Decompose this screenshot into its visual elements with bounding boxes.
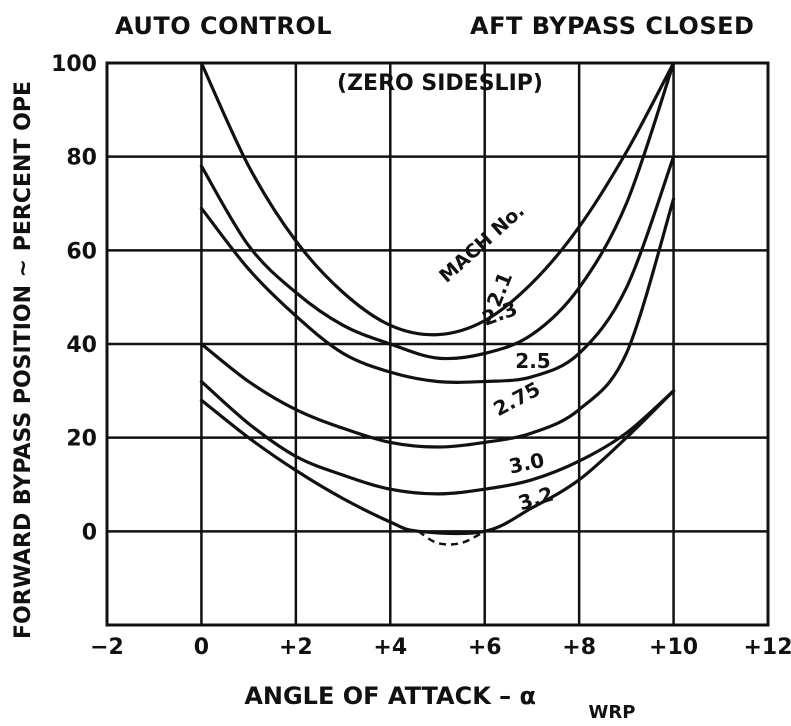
grid	[105, 61, 770, 625]
x-tick-label: +6	[468, 635, 502, 660]
series-label-mach-2-75: 2.75	[489, 377, 544, 421]
y-tick-label: 0	[82, 520, 97, 545]
x-tick-label: 0	[194, 635, 209, 660]
series-line-mach-2-75	[199, 197, 676, 449]
y-tick-label: 20	[66, 427, 97, 452]
y-tick-label: 60	[66, 239, 97, 264]
series-line-mach-2-1	[199, 61, 676, 337]
x-tick-label: +2	[279, 635, 313, 660]
series-line-mach-2-5	[199, 155, 676, 384]
series-group	[199, 61, 676, 546]
x-tick-label: +4	[373, 635, 407, 660]
plot-frame	[105, 61, 770, 627]
legend-title: MACH No.	[435, 200, 529, 287]
series-dashed-segment	[417, 530, 486, 546]
series-line-mach-2-3	[199, 61, 676, 361]
x-axis-label-subscript: WRP	[589, 702, 636, 723]
series-label-mach-3-2: 3.2	[515, 481, 556, 515]
header-aft-bypass: AFT BYPASS CLOSED	[470, 12, 755, 40]
y-tick-label: 80	[66, 146, 97, 171]
series-label-mach-2-5: 2.5	[515, 349, 550, 373]
y-tick-label: 40	[66, 333, 97, 358]
x-axis-label: ANGLE OF ATTACK – α	[244, 682, 536, 710]
x-tick-label: +10	[649, 635, 698, 660]
x-tick-label: −2	[90, 635, 124, 660]
x-tick-label: +8	[562, 635, 596, 660]
y-tick-label: 100	[51, 52, 97, 77]
x-tick-label: +12	[743, 635, 791, 660]
y-axis-label: FORWARD BYPASS POSITION ∼ PERCENT OPE	[11, 81, 36, 639]
header-auto-control: AUTO CONTROL	[115, 12, 333, 40]
plot-border	[105, 61, 770, 627]
series-line-mach-3-0	[199, 379, 676, 496]
chart-subtitle: (ZERO SIDESLIP)	[337, 71, 543, 96]
series-line-mach-3-2	[199, 389, 676, 536]
series-label-mach-3-0: 3.0	[507, 448, 547, 479]
